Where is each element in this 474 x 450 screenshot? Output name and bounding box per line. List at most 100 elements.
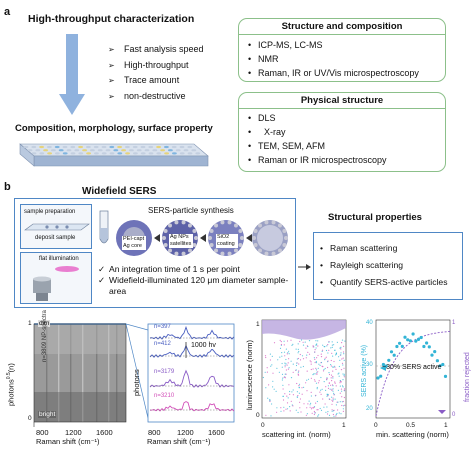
stage-label: SiO2 coating <box>216 234 238 248</box>
well <box>70 152 76 155</box>
scatter-point <box>336 412 338 415</box>
scatter-point <box>328 341 330 343</box>
well <box>113 149 119 152</box>
sers-active-point <box>387 358 391 362</box>
scatter-point <box>318 414 320 416</box>
scatter-point <box>297 371 299 373</box>
y-tick: 20 <box>366 406 373 412</box>
flat-illumination-label: flat illumination <box>39 256 79 262</box>
scatter-point <box>325 349 328 352</box>
scatter-point <box>315 340 317 342</box>
scatter-point <box>299 401 301 403</box>
scatter-point <box>332 397 334 399</box>
satellite-particle <box>277 248 282 253</box>
scatter-point <box>330 384 332 386</box>
well <box>117 152 123 155</box>
scatter-point <box>296 382 298 385</box>
scatter-point <box>284 377 286 379</box>
scatter-point <box>331 399 333 401</box>
scatter-point <box>323 406 325 408</box>
scatter-point <box>295 369 297 371</box>
scatter-point <box>276 367 278 369</box>
scatter-point <box>288 353 290 355</box>
scatter-point <box>309 360 311 362</box>
sample-preparation-label: sample preparation <box>24 209 76 215</box>
scatter-point <box>341 390 343 392</box>
scatter-point <box>276 407 278 409</box>
scatter-point <box>280 343 282 346</box>
scatter-point <box>343 367 345 369</box>
scatter-point <box>269 359 271 361</box>
sers-active-point <box>408 339 412 343</box>
scatter-point <box>281 379 283 381</box>
scatter-point <box>286 353 288 355</box>
scatter-point <box>280 341 282 343</box>
scatter-point <box>337 401 339 403</box>
list-item: TEM, SEM, AFM <box>246 139 387 153</box>
satellite-particle <box>284 236 288 240</box>
well <box>156 152 162 155</box>
scatter-point <box>301 355 304 357</box>
scatter-point <box>327 387 330 389</box>
scatter-point <box>278 371 280 373</box>
scatter-point <box>332 377 334 379</box>
scatter-point <box>310 363 312 365</box>
sers-active-point <box>438 364 442 368</box>
scatter-point <box>339 401 341 403</box>
scatter-point <box>331 388 333 390</box>
sers-active-point <box>379 374 383 378</box>
scatter-point <box>328 373 331 376</box>
satellite-particle <box>233 223 238 228</box>
well <box>164 145 169 149</box>
scatter-point <box>317 345 319 347</box>
flat-illumination-box: flat illumination <box>20 252 92 304</box>
scatter-point <box>312 374 314 376</box>
scatter-point <box>333 415 335 417</box>
scatter-point <box>320 356 323 358</box>
scatter-point <box>297 348 299 350</box>
scatter-point <box>295 409 297 411</box>
scatter-point <box>283 410 285 412</box>
sers-active-point <box>392 353 396 357</box>
scatter-point <box>315 394 317 396</box>
well <box>132 145 138 149</box>
satellite-particle <box>220 220 225 225</box>
satellite-particle <box>220 251 225 256</box>
scatter-point <box>296 362 298 364</box>
connector-lines <box>126 323 149 419</box>
satellite-particle <box>253 229 258 234</box>
satellite-particle <box>271 220 276 225</box>
feature-item: High-throughput <box>108 58 204 74</box>
scatter-point <box>306 407 308 409</box>
scatter-point <box>339 392 341 394</box>
sers-active-annotation: ~30% SERS active <box>382 364 442 371</box>
scatter-point <box>334 381 336 383</box>
heatmap-band <box>96 324 98 422</box>
satellite-particle <box>258 248 263 253</box>
satellite-particle <box>264 220 269 225</box>
scatter-point <box>331 389 333 391</box>
scatter-point <box>286 395 288 397</box>
scatter-point <box>284 373 286 375</box>
scatter-point <box>327 385 329 387</box>
scatter-point <box>332 388 334 390</box>
scatter-point <box>336 341 338 343</box>
scatter-point <box>334 365 336 367</box>
scatter-point <box>343 373 345 375</box>
scatter-point <box>314 349 316 351</box>
scatter-point <box>306 413 308 415</box>
well <box>164 152 170 155</box>
scatter-point <box>273 388 275 390</box>
x-tick: 800 <box>148 428 161 437</box>
scatter-point <box>291 344 293 346</box>
scatter-point <box>279 356 281 358</box>
scatter-point <box>306 370 308 372</box>
scatter-point <box>297 374 300 376</box>
heatmap-band <box>46 324 48 422</box>
scatter-point <box>316 343 318 345</box>
scatter-point <box>340 348 342 350</box>
scatter-point <box>322 370 325 372</box>
scatter-point <box>340 352 342 354</box>
well <box>121 149 126 152</box>
scatter-point <box>282 399 285 401</box>
